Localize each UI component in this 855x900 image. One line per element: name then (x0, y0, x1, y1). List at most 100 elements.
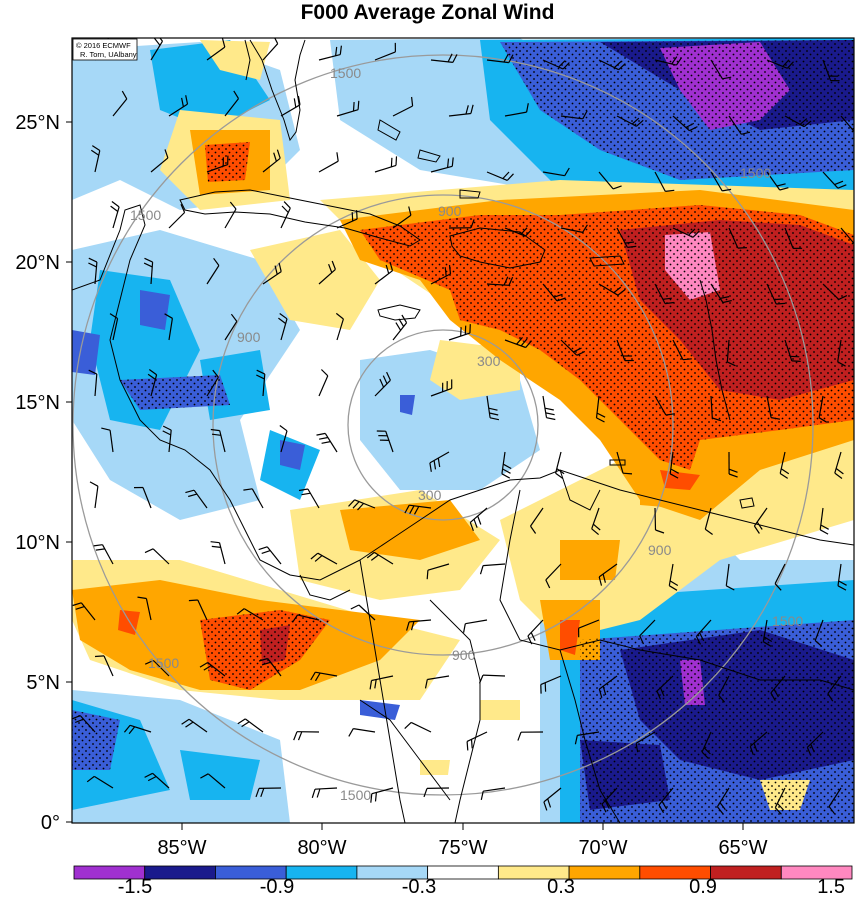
wind-barb-feather (682, 358, 692, 361)
wind-barb-feather (292, 614, 299, 623)
wind-barb-feather (753, 525, 760, 534)
wind-barb-feather (147, 775, 157, 782)
wind-barb-shaft (94, 150, 101, 173)
wind-barb-feather (770, 692, 776, 701)
wind-barb-feather (685, 122, 695, 129)
wind-barb-shaft (542, 59, 564, 70)
wind-barb-shaft (314, 787, 338, 790)
wind-barb-shaft (392, 105, 413, 117)
wind-barb-feather (530, 632, 536, 641)
wind-barb-shaft (150, 40, 164, 61)
wind-barb-shaft (710, 395, 713, 419)
wind-barb-feather (465, 105, 469, 115)
wind-barb-shaft (669, 451, 674, 474)
wind-barb-feather (671, 56, 678, 65)
wind-barb-feather (279, 313, 288, 320)
wind-barb-shaft (766, 283, 777, 305)
wind-barb-feather (404, 504, 410, 514)
ring-label-900-c: 900 (648, 542, 672, 558)
wind-barb-feather (810, 743, 815, 753)
lon-label-75w: 75°W (438, 837, 487, 859)
wind-barb-feather (749, 746, 754, 755)
wind-barb-shaft (784, 115, 805, 128)
wind-barb-feather (356, 210, 358, 220)
wind-barb-feather (203, 664, 212, 671)
wind-barb-feather (780, 468, 790, 475)
wind-barb-feather (659, 687, 665, 697)
wind-barb-feather (185, 95, 189, 105)
wind-barb-shaft (543, 787, 562, 803)
wind-barb-feather (502, 171, 510, 179)
ring-label-300-b: 300 (418, 487, 442, 503)
lat-label-0: 0° (41, 812, 60, 834)
wind-barb-shaft (716, 787, 730, 808)
wind-barb-feather (479, 565, 484, 575)
wind-barb-shaft (591, 507, 600, 529)
wind-barb-feather (447, 53, 453, 63)
wind-barb-shaft (336, 318, 344, 341)
wind-barb-feather (72, 602, 82, 607)
wind-barb-feather (395, 322, 402, 331)
wind-barb-feather (95, 548, 105, 551)
wind-barb-feather (670, 468, 679, 474)
wind-barb-feather (276, 149, 281, 159)
wind-barb-shaft (827, 675, 842, 694)
wind-barb-shaft (266, 546, 282, 565)
wind-barb-shaft (168, 103, 188, 117)
wind-barb-shaft (150, 374, 158, 397)
wind-barb-feather (89, 481, 99, 487)
wind-barb-feather (88, 262, 97, 268)
wind-barb-feather (818, 417, 828, 423)
wind-barb-shaft (616, 227, 628, 248)
wind-barb-feather (555, 472, 564, 479)
wind-barb-feather (716, 806, 724, 815)
wind-barb-feather (351, 212, 354, 222)
wind-barb-shaft (710, 59, 723, 80)
wind-barb-shaft (168, 318, 173, 341)
wind-barb-feather (111, 201, 120, 208)
wind-barb-shaft (112, 98, 128, 117)
colorbar (73, 865, 853, 880)
wind-barb-shaft (336, 109, 359, 117)
wind-barb-feather (806, 747, 812, 756)
wind-barb-feather (719, 802, 726, 811)
wind-barb-shaft (430, 273, 451, 285)
lat-label-15n: 15°N (15, 392, 60, 414)
wind-barb-feather (366, 551, 375, 559)
wind-barb-feather (613, 61, 622, 69)
wind-barb-feather (527, 635, 533, 645)
wind-barb-feather (489, 412, 499, 416)
wind-barb-shaft (616, 339, 626, 361)
wind-barb-shaft (409, 619, 432, 623)
wind-barb-shaft (218, 542, 226, 565)
lon-label-80w: 80°W (297, 837, 346, 859)
wind-barb-feather (834, 472, 843, 479)
wind-barb-shaft (598, 563, 618, 578)
wind-barb-shaft (577, 731, 600, 736)
wind-barb-shaft (243, 608, 264, 621)
wind-barb-feather (199, 661, 209, 668)
wind-barb-shaft (430, 59, 453, 63)
wind-barb-feather (143, 262, 153, 268)
wind-barb-feather (316, 788, 321, 798)
wind-barb-feather (310, 552, 319, 560)
colorbar-label-4: 0.9 (689, 876, 717, 898)
wind-barb-feather (162, 430, 171, 436)
wind-barb-feather (401, 314, 408, 324)
wind-barb-feather (452, 54, 458, 63)
wind-barb-feather (94, 655, 105, 658)
wind-barb-feather (596, 417, 605, 423)
wind-barb-shaft (704, 507, 712, 530)
wind-barb-shaft (168, 430, 172, 453)
significance-stipple (72, 40, 854, 823)
wind-barb-shaft (318, 375, 329, 397)
wind-barb-shaft (206, 376, 219, 397)
wind-barb-feather (762, 641, 772, 647)
wind-barb-feather (517, 731, 522, 741)
wind-barb-shaft (336, 218, 358, 229)
wind-barb-feather (180, 204, 186, 213)
wind-barb-feather (703, 747, 711, 755)
wind-barb-shaft (219, 430, 226, 453)
wind-barb-shaft (224, 98, 239, 117)
wind-barb-shaft (152, 772, 170, 789)
